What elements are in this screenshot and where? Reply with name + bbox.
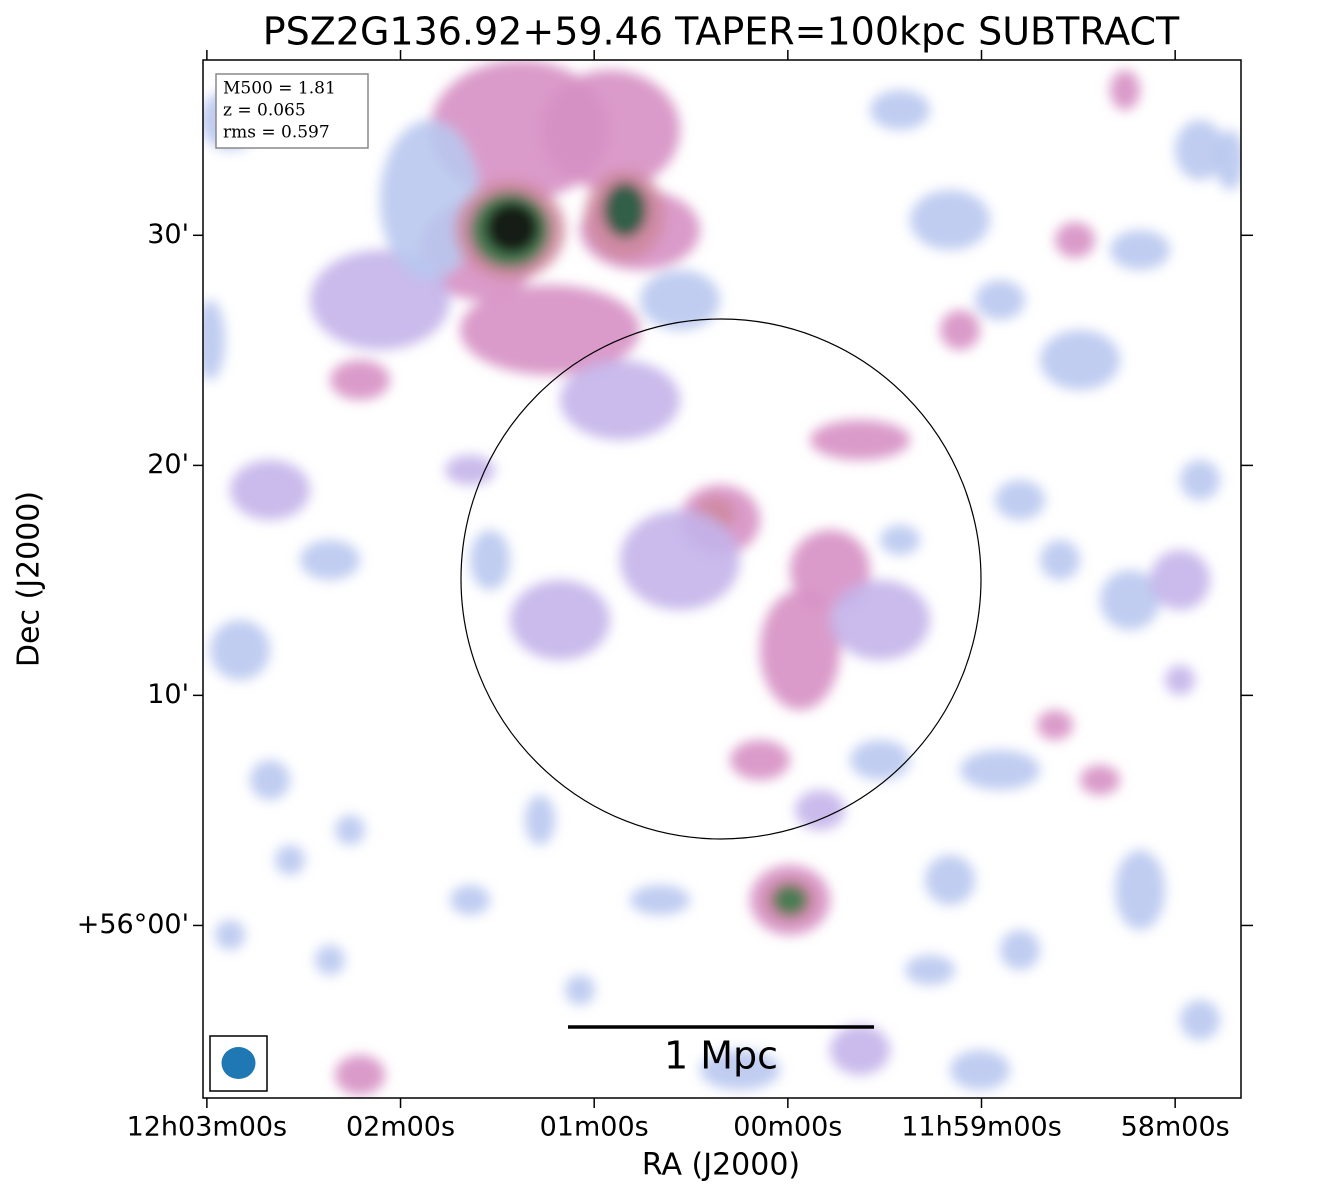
emission-blob: [940, 310, 980, 350]
emission-blob: [603, 182, 647, 238]
emission-blob: [925, 855, 975, 905]
x-axis-label: RA (J2000): [642, 1148, 800, 1183]
radio-image: [203, 60, 1241, 1095]
emission-blob: [910, 190, 990, 250]
emission-blob: [203, 300, 225, 380]
emission-blob: [565, 975, 595, 1005]
annotation: z = 0.065: [223, 101, 306, 121]
emission-blob: [830, 1025, 890, 1075]
emission-blob: [470, 530, 510, 590]
plot-frame: [202, 59, 1242, 1099]
emission-blob: [1037, 710, 1073, 740]
emission-blob: [380, 120, 480, 280]
emission-blob: [1055, 222, 1095, 258]
emission-blob: [1165, 665, 1195, 695]
emission-blob: [315, 945, 345, 975]
y-tick-label: +56°00': [77, 909, 189, 940]
emission-blob: [730, 740, 790, 780]
emission-blob: [830, 580, 930, 660]
emission-blob: [485, 202, 539, 254]
emission-blob: [1080, 765, 1120, 795]
emission-blob: [772, 884, 808, 916]
emission-blob: [850, 740, 910, 780]
emission-blob: [460, 285, 640, 375]
emission-blob: [795, 790, 845, 830]
emission-blob: [540, 70, 680, 190]
y-tick-label: 30': [147, 219, 189, 250]
emission-blob: [215, 920, 245, 950]
emission-blob: [1110, 70, 1140, 110]
emission-blob: [335, 1055, 385, 1095]
emission-blob: [1150, 550, 1210, 610]
emission-blob: [1040, 330, 1120, 390]
emission-blob: [700, 1050, 780, 1090]
emission-blob: [300, 540, 360, 580]
emission-blob: [760, 590, 840, 710]
emission-blob: [1110, 230, 1170, 270]
y-axis-label: Dec (J2000): [12, 491, 47, 667]
r500-circle: [460, 318, 982, 840]
emission-blob: [330, 360, 390, 400]
emission-blob: [510, 580, 610, 660]
emission-blob: [995, 480, 1045, 520]
emission-blob: [1180, 460, 1220, 500]
emission-blob: [275, 845, 305, 875]
emission-blob: [620, 510, 740, 610]
emission-blob: [560, 360, 680, 440]
emission-blob: [250, 760, 290, 800]
emission-blob: [1100, 570, 1160, 630]
emission-blob: [950, 1050, 1010, 1090]
emission-blob: [1215, 130, 1241, 190]
emission-blob: [810, 420, 910, 460]
emission-blob: [1180, 1000, 1220, 1040]
y-tick-label: 20': [147, 449, 189, 480]
emission-blob: [870, 90, 930, 130]
x-tick-label: 11h59m00s: [901, 1112, 1062, 1143]
emission-blob: [230, 460, 310, 520]
annotation: M500 = 1.81: [223, 79, 336, 99]
emission-blob: [1115, 850, 1165, 930]
emission-blob: [905, 955, 955, 985]
emission-blob: [1000, 930, 1040, 970]
x-tick-label: 00m00s: [733, 1112, 842, 1143]
emission-blob: [1040, 540, 1080, 580]
info-box: [215, 73, 369, 149]
x-tick-label: 58m00s: [1121, 1112, 1230, 1143]
x-tick-label: 12h03m00s: [127, 1112, 288, 1143]
emission-blob: [525, 795, 555, 845]
emission-blob: [630, 885, 690, 915]
x-tick-label: 02m00s: [346, 1112, 455, 1143]
emission-blob: [975, 280, 1025, 320]
emission-blob: [335, 815, 365, 845]
emission-blob: [445, 455, 495, 485]
scale-bar-label: 1 Mpc: [664, 1034, 778, 1078]
emission-blob: [640, 270, 720, 330]
annotation: rms = 0.597: [223, 123, 330, 143]
emission-blob: [210, 620, 270, 680]
y-tick-label: 10': [147, 679, 189, 710]
beam: [221, 1047, 256, 1079]
emission-blob: [880, 525, 920, 555]
emission-blob: [1175, 120, 1225, 180]
emission-blob: [960, 750, 1040, 790]
x-tick-label: 01m00s: [540, 1112, 649, 1143]
chart-title: PSZ2G136.92+59.46 TAPER=100kpc SUBTRACT: [263, 10, 1180, 54]
emission-blob: [450, 885, 490, 915]
